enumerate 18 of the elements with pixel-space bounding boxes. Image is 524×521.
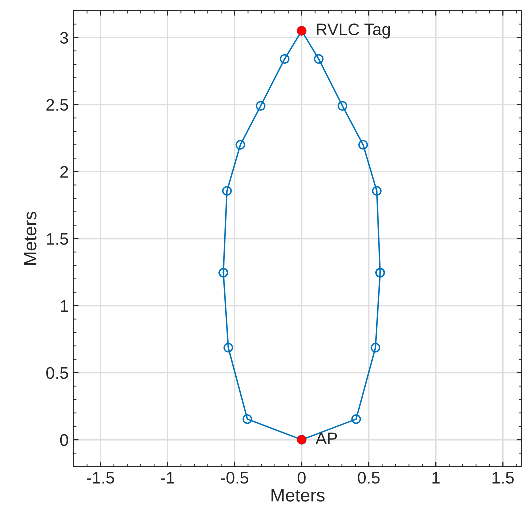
y-tick-label: 2.5 [46,99,68,111]
x-tick-label: 1.5 [492,472,514,484]
y-axis-title: Meters [24,212,37,265]
x-tick-label: 0 [298,472,306,484]
x-tick-label: -1.5 [87,472,114,484]
x-tick-label: -0.5 [221,472,249,484]
y-tick-label: 2 [60,166,68,178]
y-tick-label: 0 [60,434,68,446]
y-tick-label: 1.5 [47,233,68,246]
annotation: AP [316,432,338,444]
y-tick-label: 1 [61,300,68,312]
x-tick-label: 1 [432,472,440,484]
y-tick-label: 3 [60,32,68,44]
y-tick-label: 0.5 [46,367,68,380]
x-axis-title: Meters [272,489,325,502]
annotation: RVLC Tag [317,24,390,39]
x-tick-label: -1 [161,472,174,484]
x-tick-label: 0.5 [358,472,380,484]
